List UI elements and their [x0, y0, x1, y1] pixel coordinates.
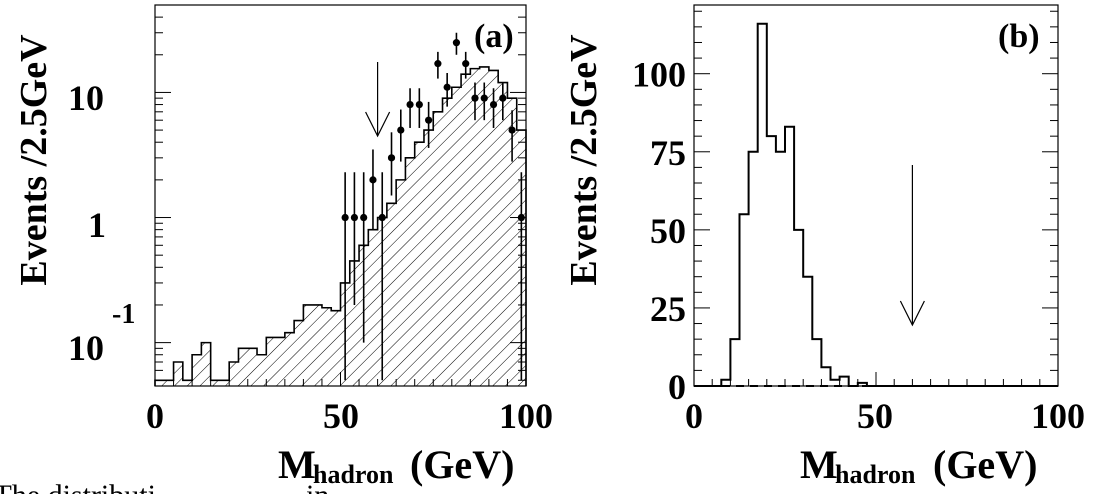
- data-point: [434, 60, 442, 68]
- y-tick-label: 100: [632, 55, 686, 95]
- arrowhead: [899, 300, 925, 327]
- panel-b: (b) 0 25 50 75 100 0 50 100 M hadron (GeV) E…: [563, 4, 1085, 489]
- x-tick-labels: 0 50 100: [146, 396, 553, 436]
- y-axis-label: Events /2.5GeV: [563, 34, 605, 286]
- x-tick-label: 0: [146, 396, 164, 436]
- y-tick-label: 0: [668, 367, 686, 407]
- x-axis-label: M hadron (GeV): [800, 442, 1037, 489]
- data-point: [499, 94, 507, 102]
- axis-ticks: [154, 16, 527, 386]
- panel-a: (a) 10 1 10 -1 0 50 100 M hadron (GeV) E…: [13, 4, 553, 489]
- data-point: [415, 100, 423, 109]
- x-tick-label: 100: [1031, 396, 1085, 436]
- cut-arrow: [365, 62, 391, 138]
- mc-histogram: [154, 66, 527, 386]
- plot-frame: [154, 4, 527, 387]
- data-point: [387, 154, 396, 162]
- x-tick-label: 50: [323, 396, 359, 436]
- y-tick-label: 1: [88, 205, 106, 245]
- data-point: [471, 94, 479, 102]
- y-tick-labels: 10 1 10 -1: [68, 78, 135, 368]
- data-point: [360, 213, 368, 222]
- x-axis-label-main: M: [800, 442, 838, 487]
- data-points: [341, 32, 525, 381]
- plot-frame: [693, 4, 1059, 387]
- y-tick-labels: 0 25 50 75 100: [632, 55, 686, 407]
- x-axis-label-unit: (GeV): [933, 442, 1037, 487]
- data-point: [443, 83, 451, 91]
- y-tick-label: 25: [650, 289, 686, 329]
- mc-histogram-outline: [154, 66, 527, 386]
- y-axis-label: Events /2.5GeV: [13, 34, 55, 286]
- x-axis-label-sub: hadron: [835, 460, 916, 489]
- data-point: [462, 60, 470, 68]
- axis-ticks: [693, 10, 1059, 387]
- data-point: [480, 94, 488, 102]
- y-tick-label: 75: [650, 133, 686, 173]
- x-axis-label-main: M: [278, 442, 316, 487]
- x-tick-label: 50: [857, 396, 893, 436]
- histograms: [694, 22, 1058, 387]
- data-point: [452, 39, 461, 47]
- x-axis-label-unit: (GeV): [410, 442, 514, 487]
- data-point: [489, 100, 498, 109]
- y-tick-exponent: -1: [112, 299, 135, 330]
- data-point: [378, 213, 386, 222]
- x-tick-labels: 0 50 100: [685, 396, 1085, 436]
- x-tick-label: 100: [499, 396, 553, 436]
- data-point: [350, 213, 359, 222]
- data-point: [425, 116, 433, 124]
- x-axis-label-sub: hadron: [313, 460, 394, 489]
- mc-histogram-fill: [155, 66, 526, 386]
- y-tick-label: 10: [68, 328, 104, 368]
- data-point: [397, 126, 405, 134]
- data-point: [406, 100, 414, 109]
- y-tick-label: 10: [68, 78, 104, 118]
- y-tick-label: 50: [650, 211, 686, 251]
- x-axis-label: M hadron (GeV): [278, 442, 514, 489]
- cut-arrow: [899, 165, 925, 327]
- caption-fragment: 7. The distributi in: [0, 479, 329, 494]
- data-point: [508, 126, 516, 134]
- data-point: [341, 213, 349, 222]
- panel-label: (a): [474, 18, 514, 55]
- arrowhead: [365, 111, 391, 138]
- x-tick-label: 0: [685, 396, 703, 436]
- histogram-solid: [694, 22, 1058, 387]
- panel-label: (b): [998, 18, 1040, 55]
- data-point: [369, 176, 377, 184]
